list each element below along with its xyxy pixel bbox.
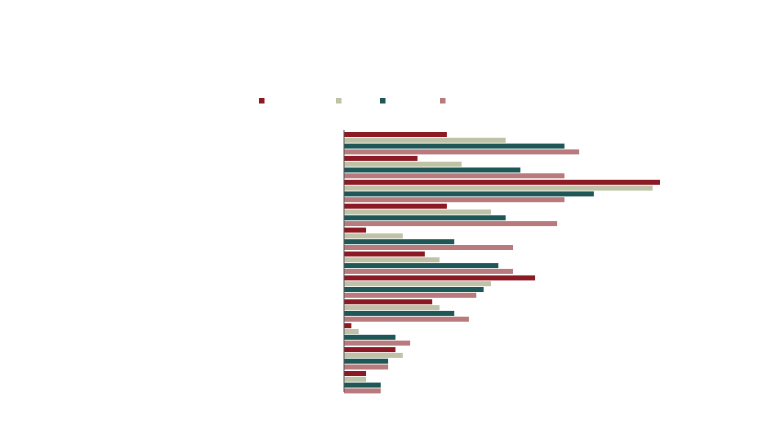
- bar-series-1-category-3: [344, 179, 660, 185]
- bar-series-1-category-10: [344, 347, 396, 353]
- legend-marker-series-3: [380, 98, 386, 104]
- bar-series-4-category-10: [344, 364, 389, 370]
- bar-series-1-category-1: [344, 132, 447, 137]
- bar-series-4-category-11: [344, 388, 381, 394]
- bar-series-1-category-9: [344, 323, 352, 329]
- bar-series-4-category-9: [344, 340, 411, 346]
- bar-series-1-category-6: [344, 251, 425, 257]
- bars: [344, 132, 660, 394]
- bar-series-4-category-6: [344, 268, 514, 274]
- bar-series-2-category-7: [344, 281, 491, 287]
- bar-series-2-category-1: [344, 137, 506, 143]
- bar-series-2-category-9: [344, 329, 359, 334]
- bar-series-4-category-7: [344, 292, 477, 298]
- legend-marker-series-4: [440, 98, 446, 104]
- bar-series-3-category-2: [344, 167, 521, 173]
- bar-series-2-category-6: [344, 257, 440, 263]
- bar-series-4-category-4: [344, 221, 558, 227]
- bar-series-3-category-4: [344, 215, 506, 221]
- bar-series-1-category-5: [344, 227, 367, 233]
- bar-series-3-category-6: [344, 263, 499, 269]
- bar-series-2-category-5: [344, 233, 403, 239]
- bar-series-3-category-3: [344, 191, 594, 197]
- bar-series-4-category-1: [344, 149, 580, 155]
- bar-series-1-category-11: [344, 371, 367, 376]
- bar-series-3-category-11: [344, 382, 381, 388]
- bar-series-3-category-7: [344, 287, 484, 292]
- bar-series-4-category-8: [344, 316, 469, 322]
- bar-series-3-category-5: [344, 239, 455, 245]
- bar-series-1-category-2: [344, 155, 418, 161]
- bar-series-2-category-4: [344, 209, 491, 215]
- bar-series-2-category-2: [344, 161, 462, 167]
- bar-series-2-category-11: [344, 376, 367, 382]
- legend-marker-series-1: [259, 98, 265, 104]
- legend-marker-series-2: [336, 98, 342, 104]
- bar-series-3-category-1: [344, 143, 565, 149]
- bar-series-2-category-8: [344, 305, 440, 311]
- legend: [259, 98, 446, 104]
- bar-series-1-category-4: [344, 203, 447, 209]
- bar-series-3-category-10: [344, 358, 389, 364]
- bar-series-2-category-3: [344, 185, 653, 191]
- bar-series-1-category-7: [344, 275, 536, 281]
- bar-series-4-category-3: [344, 197, 565, 203]
- bar-series-1-category-8: [344, 299, 433, 305]
- bar-series-4-category-2: [344, 173, 565, 179]
- bar-series-4-category-5: [344, 245, 514, 250]
- bar-series-3-category-9: [344, 334, 396, 340]
- bar-series-2-category-10: [344, 352, 403, 358]
- bar-series-3-category-8: [344, 310, 455, 316]
